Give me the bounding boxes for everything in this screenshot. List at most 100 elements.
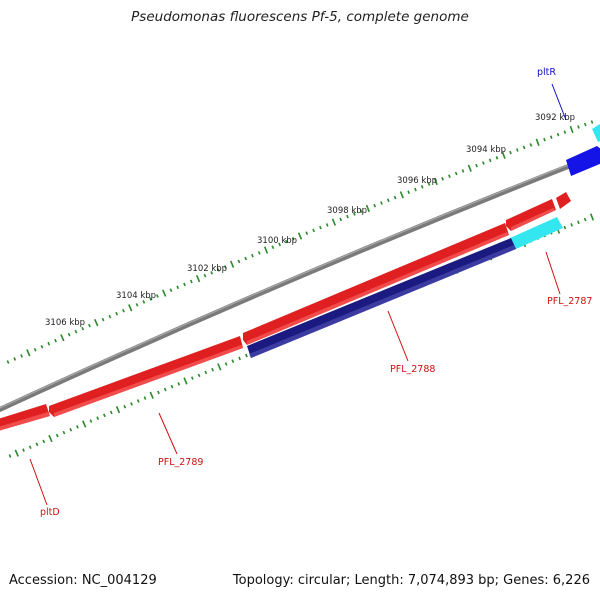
minor-tick xyxy=(190,376,194,380)
minor-tick xyxy=(563,130,567,134)
minor-tick xyxy=(556,132,560,137)
accession-text: Accession: NC_004129 xyxy=(9,573,157,588)
major-tick xyxy=(229,260,235,268)
gene-label-pltR[interactable]: pltR xyxy=(537,67,556,78)
major-tick xyxy=(535,138,540,146)
minor-tick xyxy=(570,223,573,227)
minor-tick xyxy=(67,332,71,337)
minor-tick xyxy=(22,448,25,452)
minor-tick xyxy=(305,231,309,235)
minor-tick xyxy=(238,356,241,361)
minor-tick xyxy=(448,174,451,178)
minor-tick xyxy=(339,217,343,222)
major-tick xyxy=(48,434,53,443)
minor-tick xyxy=(183,282,186,287)
major-tick xyxy=(162,289,167,297)
minor-tick xyxy=(42,439,46,444)
minor-tick xyxy=(549,135,553,139)
minor-tick xyxy=(28,445,32,450)
minor-tick xyxy=(427,182,431,186)
minor-tick xyxy=(414,187,417,192)
minor-tick xyxy=(103,413,106,418)
minor-tick xyxy=(522,145,526,150)
major-tick xyxy=(365,204,370,213)
minor-tick xyxy=(231,359,235,364)
major-tick xyxy=(589,213,595,221)
minor-tick xyxy=(157,390,160,395)
minor-tick xyxy=(170,384,174,389)
minor-tick xyxy=(217,268,220,272)
minor-tick xyxy=(245,353,248,358)
minor-tick xyxy=(352,212,356,216)
minor-tick xyxy=(135,303,139,307)
minor-tick xyxy=(76,425,79,429)
gene-red-1[interactable] xyxy=(556,192,571,209)
major-tick xyxy=(60,334,65,342)
gene-PFL_2787[interactable] xyxy=(510,217,563,249)
gene-PFL_2788-shade xyxy=(249,245,516,358)
minor-tick xyxy=(197,373,201,378)
minor-tick xyxy=(244,256,248,261)
minor-tick xyxy=(54,338,57,343)
gene-cyan-top-right[interactable] xyxy=(592,124,600,142)
gene-shading xyxy=(0,208,556,431)
minor-tick xyxy=(20,354,23,358)
gene-pltR[interactable] xyxy=(566,146,600,176)
gene-label-PFL_2789[interactable]: PFL_2789 xyxy=(158,457,203,468)
gene-PFL_2789[interactable] xyxy=(49,336,243,417)
major-tick xyxy=(128,304,133,312)
minor-tick xyxy=(177,382,181,386)
ruler-label: 3100 kbp xyxy=(257,236,297,246)
minor-tick xyxy=(441,177,444,181)
ruler-label: 3092 kbp xyxy=(535,113,575,123)
minor-tick xyxy=(577,220,580,225)
major-tick xyxy=(195,274,201,283)
gene-red-2[interactable] xyxy=(506,199,556,231)
ruler-label: 3098 kbp xyxy=(327,206,367,216)
minor-tick xyxy=(55,433,59,438)
major-tick xyxy=(149,391,154,399)
gene-label-PFL_2787[interactable]: PFL_2787 xyxy=(547,296,592,307)
minor-tick xyxy=(33,347,37,352)
minor-tick xyxy=(325,223,329,227)
minor-tick xyxy=(189,279,193,284)
major-tick xyxy=(331,218,337,226)
minor-tick xyxy=(319,225,322,230)
major-tick xyxy=(501,151,506,159)
minor-tick xyxy=(96,416,100,420)
minor-tick xyxy=(149,297,152,301)
minor-tick xyxy=(312,228,315,233)
minor-tick xyxy=(176,285,180,290)
minor-tick xyxy=(204,370,208,375)
minor-tick xyxy=(47,341,51,346)
minor-tick xyxy=(346,214,349,219)
minor-tick xyxy=(393,195,397,200)
minor-tick xyxy=(35,442,39,447)
minor-tick xyxy=(251,253,254,258)
major-tick xyxy=(14,449,19,457)
minor-tick xyxy=(386,198,390,203)
minor-tick xyxy=(509,150,512,155)
minor-tick xyxy=(278,242,281,247)
gene-label-pltD[interactable]: pltD xyxy=(40,507,60,518)
minor-tick xyxy=(156,294,159,298)
minor-tick xyxy=(583,122,587,127)
major-tick xyxy=(217,363,222,371)
minor-tick xyxy=(461,169,465,173)
minor-tick xyxy=(143,396,147,400)
minor-tick xyxy=(81,326,85,331)
minor-tick xyxy=(142,300,146,304)
outer-tick-ring xyxy=(6,120,594,364)
gene-red-3[interactable] xyxy=(243,223,509,345)
minor-tick xyxy=(291,237,295,241)
minor-tick xyxy=(563,225,567,230)
minor-tick xyxy=(454,171,458,176)
gene-label-PFL_2788[interactable]: PFL_2788 xyxy=(390,364,435,375)
major-tick xyxy=(183,377,188,385)
minor-tick xyxy=(543,137,546,142)
minor-tick xyxy=(203,273,207,278)
major-tick xyxy=(94,318,99,327)
minor-tick xyxy=(108,314,112,319)
ruler-label: 3104 kbp xyxy=(116,291,156,301)
ruler-label: 3096 kbp xyxy=(397,176,437,186)
